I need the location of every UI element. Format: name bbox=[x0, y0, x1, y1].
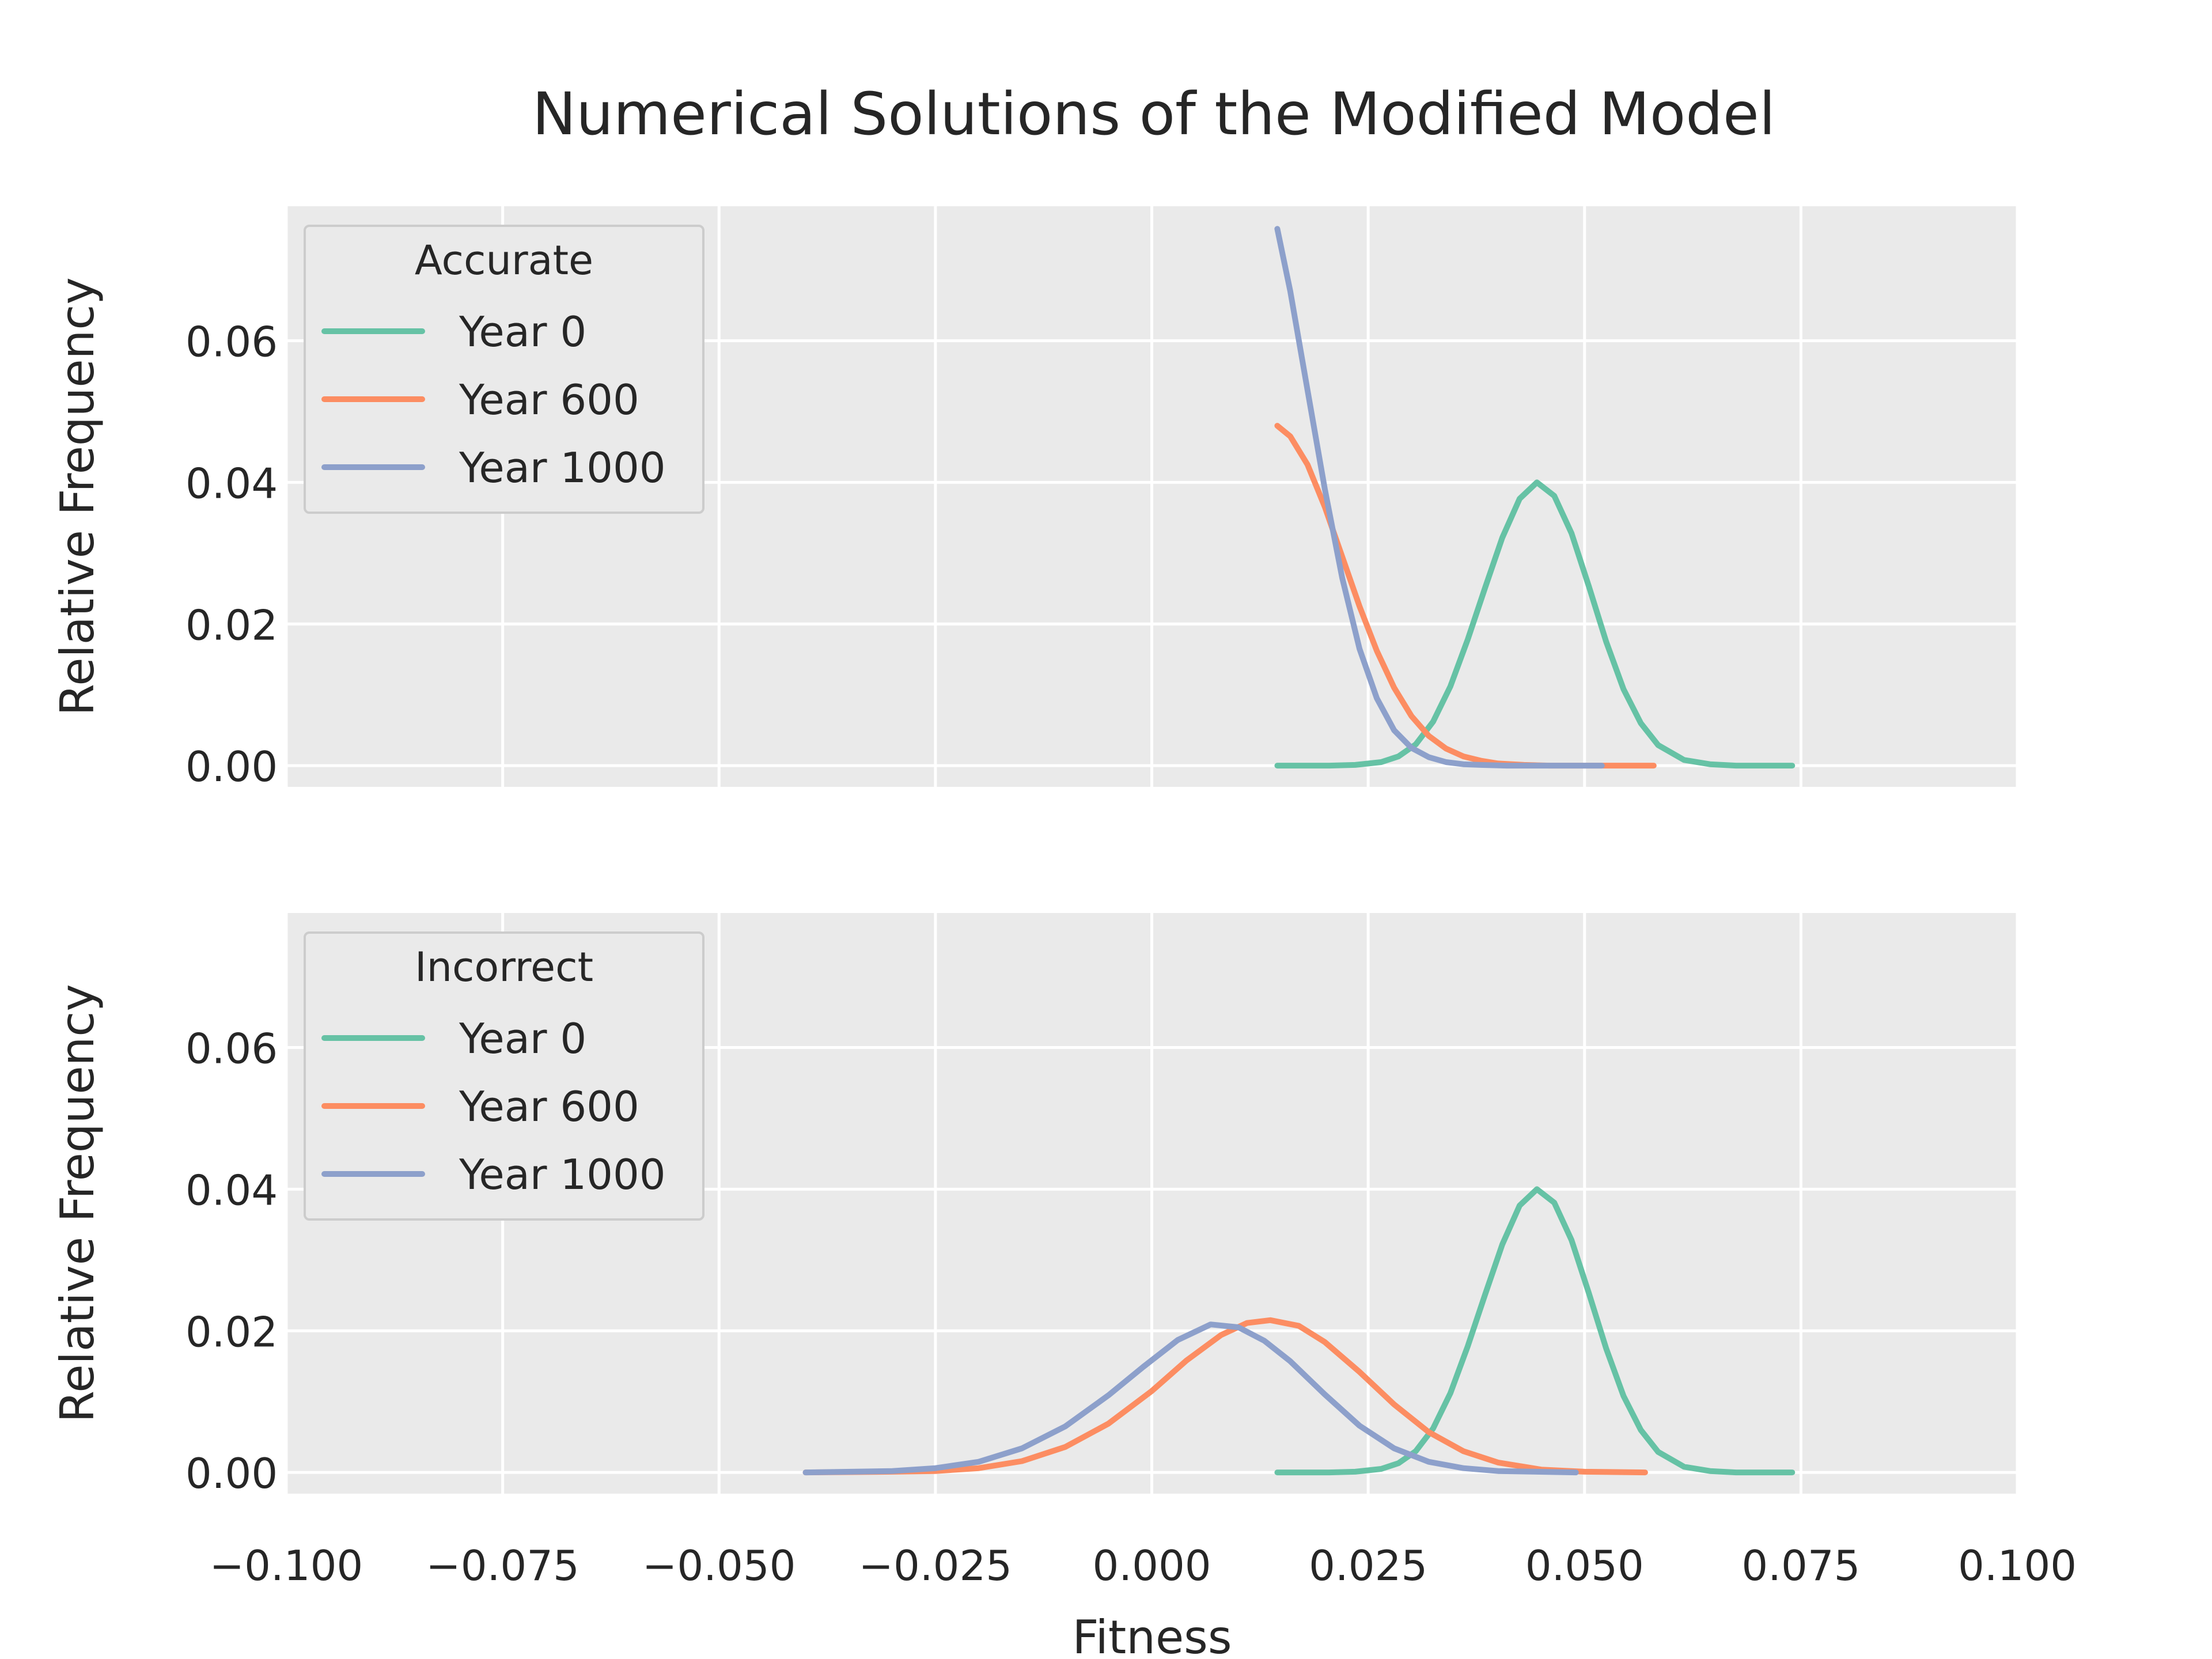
legend-accurate: Accurate Year 0 Year 600 Year 1000 bbox=[304, 225, 704, 514]
legend-title: Accurate bbox=[415, 237, 593, 284]
y-tick-label: 0.06 bbox=[185, 318, 278, 366]
x-tick-labels: −0.100 −0.075 −0.050 −0.025 0.000 0.025 0.050 0… bbox=[210, 1541, 2077, 1590]
chart-title: Numerical Solutions of the Modified Mode… bbox=[532, 80, 1775, 149]
y-tick-label: 0.04 bbox=[185, 1166, 278, 1214]
y-tick-label: 0.02 bbox=[185, 601, 278, 649]
y-tick-label: 0.04 bbox=[185, 459, 278, 507]
panel-accurate: 0.00 0.02 0.04 0.06 Relative Frequency Accu… bbox=[51, 206, 2019, 791]
x-tick-label: −0.050 bbox=[642, 1541, 796, 1590]
y-tick-label: 0.02 bbox=[185, 1308, 278, 1356]
series-line-year-1000 bbox=[802, 1321, 1579, 1476]
series-line-year-600 bbox=[802, 1317, 1648, 1476]
legend-entries: Year 0 Year 600 Year 1000 bbox=[321, 308, 666, 492]
legend-title: Incorrect bbox=[415, 944, 593, 991]
x-tick-label: 0.075 bbox=[1741, 1541, 1860, 1590]
legend-box bbox=[304, 931, 704, 1221]
y-axis-label: Relative Frequency bbox=[51, 984, 104, 1422]
y-tick-labels: 0.00 0.02 0.04 0.06 bbox=[185, 318, 278, 791]
legend-label: Year 0 bbox=[459, 308, 586, 356]
x-tick-label: 0.100 bbox=[1958, 1541, 2077, 1590]
x-tick-label: −0.025 bbox=[859, 1541, 1012, 1590]
x-tick-label: −0.100 bbox=[210, 1541, 363, 1590]
y-axis-label: Relative Frequency bbox=[51, 277, 104, 715]
series-lines bbox=[802, 1186, 1796, 1476]
legend-label: Year 600 bbox=[459, 376, 639, 424]
x-tick-label: −0.075 bbox=[426, 1541, 579, 1590]
series-lines bbox=[1274, 226, 1796, 769]
series-line-year-0 bbox=[1274, 1186, 1796, 1476]
y-tick-label: 0.06 bbox=[185, 1025, 278, 1073]
y-tick-label: 0.00 bbox=[185, 743, 278, 791]
series-line-year-1000 bbox=[1274, 226, 1605, 769]
legend-label: Year 1000 bbox=[459, 1150, 666, 1199]
panel-incorrect: 0.00 0.02 0.04 0.06 −0.100 −0.075 −0.050 −0.02… bbox=[51, 913, 2077, 1659]
y-tick-label: 0.00 bbox=[185, 1449, 278, 1498]
legend-box bbox=[304, 225, 704, 514]
legend-label: Year 1000 bbox=[459, 444, 666, 492]
x-tick-label: 0.050 bbox=[1525, 1541, 1644, 1590]
y-tick-labels: 0.00 0.02 0.04 0.06 bbox=[185, 1025, 278, 1498]
legend-label: Year 600 bbox=[459, 1082, 639, 1131]
x-axis-label: Fitness bbox=[1072, 1611, 1232, 1659]
x-tick-label: 0.025 bbox=[1309, 1541, 1427, 1590]
series-line-year-0 bbox=[1274, 479, 1796, 769]
legend-entries: Year 0 Year 600 Year 1000 bbox=[321, 1014, 666, 1199]
legend-incorrect: Incorrect Year 0 Year 600 Year 1000 bbox=[304, 931, 704, 1221]
x-tick-label: 0.000 bbox=[1092, 1541, 1211, 1590]
legend-label: Year 0 bbox=[459, 1014, 586, 1063]
